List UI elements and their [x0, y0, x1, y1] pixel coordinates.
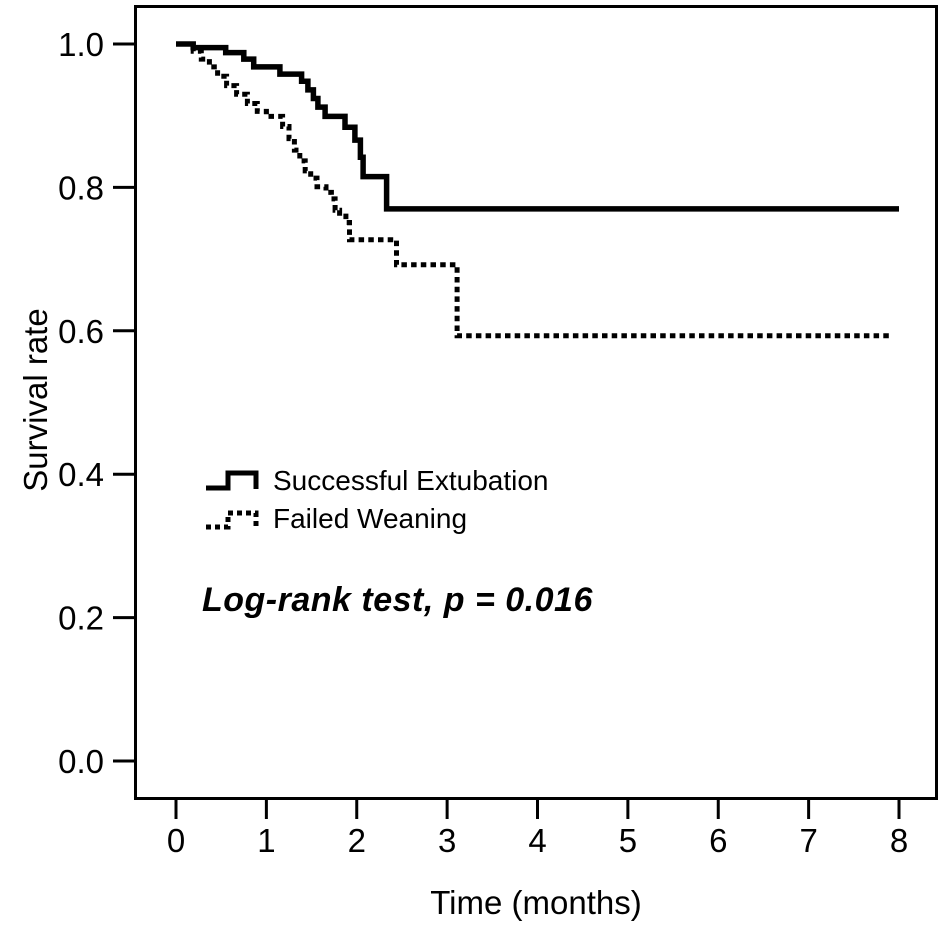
series-line-successful-extubation [176, 41, 899, 212]
legend-label-successful-extubation: Successful Extubation [273, 465, 549, 496]
series-line-failed-weaning [176, 41, 890, 339]
x-axis-tick-label: 1 [257, 822, 275, 859]
y-axis-tick-label: 0.0 [58, 743, 104, 780]
y-axis-tick-label: 1.0 [58, 26, 104, 63]
legend-item-failed-weaning: Failed Weaning [204, 500, 549, 538]
x-axis-tick-label: 3 [438, 822, 456, 859]
dotted-step-line-key-icon [206, 510, 259, 530]
legend-item-successful-extubation: Successful Extubation [204, 462, 549, 500]
x-axis-title: Time (months) [430, 884, 642, 921]
solid-step-line-key-icon [206, 470, 259, 491]
x-axis-tick-label: 6 [709, 822, 727, 859]
legend-label-failed-weaning: Failed Weaning [273, 503, 468, 534]
x-axis-tick-label: 2 [348, 822, 366, 859]
log-rank-annotation: Log-rank test, p = 0.016 [202, 581, 593, 619]
x-axis-tick-label: 5 [619, 822, 637, 859]
y-axis-title: Survival rate [17, 308, 54, 492]
y-axis-tick-label: 0.8 [58, 169, 104, 206]
x-axis-tick-label: 4 [528, 822, 546, 859]
y-axis-tick-label: 0.6 [58, 313, 104, 350]
x-axis-tick-label: 7 [799, 822, 817, 859]
legend: Successful Extubation Failed Weaning [204, 462, 549, 538]
y-axis-tick-label: 0.2 [58, 600, 104, 637]
x-axis-tick-label: 8 [890, 822, 908, 859]
plot-frame [134, 5, 938, 800]
y-axis-tick-label: 0.4 [58, 456, 104, 493]
x-axis-tick-label: 0 [167, 822, 185, 859]
